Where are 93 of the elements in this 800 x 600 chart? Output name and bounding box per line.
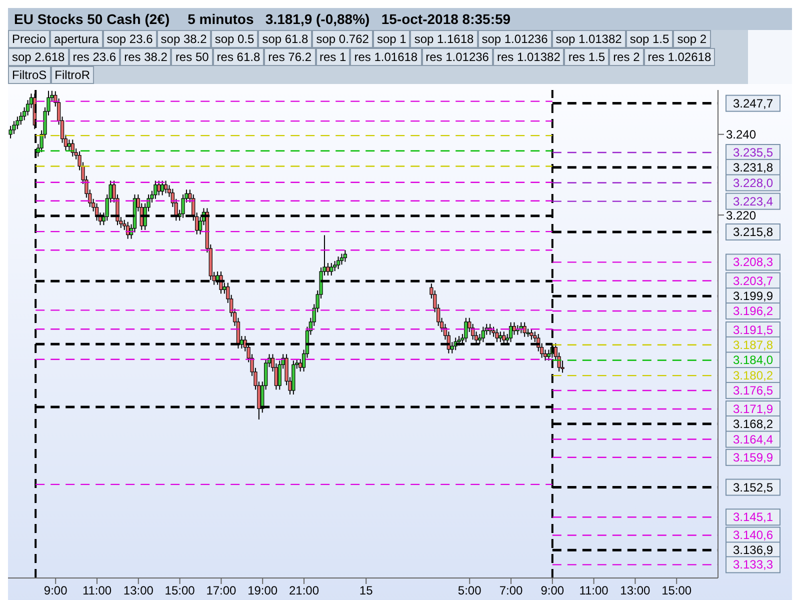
x-tick-label: 5:00 — [458, 584, 482, 598]
ref-line-label: 3.231,8 — [732, 160, 774, 174]
text: res 2 — [609, 48, 644, 66]
x-tick-label: 13:00 — [620, 584, 651, 598]
candlestick — [508, 322, 513, 343]
ref-line-label: 3.199,9 — [732, 289, 774, 304]
ref-line-label: 3.235,5 — [732, 146, 774, 160]
x-tick-label: 9:00 — [44, 584, 68, 598]
text: sop 2.618 — [8, 48, 69, 66]
text: res 38.2 — [120, 48, 172, 66]
text: sop 23.6 — [102, 30, 157, 48]
ref-line-label: 3.176,5 — [732, 383, 774, 398]
x-tick-label: 19:00 — [248, 584, 278, 598]
text: sop 38.2 — [156, 30, 211, 48]
y-tick-label: 3.240 — [726, 128, 756, 142]
x-tick-label: 7:00 — [499, 584, 524, 598]
ref-line-label: 3.168,2 — [732, 416, 774, 431]
x-tick-label: 15:00 — [164, 584, 196, 598]
text: FiltroR — [50, 66, 94, 84]
candlestick — [333, 260, 337, 272]
chart-title: EU Stocks 50 Cash (2€) — [14, 11, 170, 27]
text: sop 1.5 — [626, 30, 674, 48]
candlestick — [154, 180, 158, 200]
text: res 76.2 — [264, 48, 316, 66]
ref-line-label: 3.145,1 — [732, 510, 774, 524]
x-tick-label: 11:00 — [82, 584, 112, 598]
text: sop 0.5 — [210, 30, 258, 48]
text: res 61.8 — [212, 48, 264, 66]
text: res 1.01236 — [422, 48, 493, 66]
ref-line-label: 3.228,0 — [732, 176, 774, 190]
candlestick — [181, 194, 185, 218]
candlestick — [340, 253, 344, 266]
x-tick-label: 9:00 — [540, 584, 564, 598]
ref-line-label: 3.171,9 — [732, 402, 774, 416]
text: Precio — [8, 30, 50, 48]
ref-line-label: 3.208,3 — [732, 255, 774, 270]
text: res 1.01618 — [350, 48, 422, 66]
ref-line-label: 3.164,4 — [732, 432, 774, 446]
text: res 1.02618 — [644, 48, 716, 66]
text: res 1 — [316, 48, 350, 66]
x-tick-label: 13:00 — [123, 584, 154, 598]
text: sop 1.1618 — [410, 30, 478, 48]
ref-line-label: 3.140,6 — [732, 528, 774, 542]
ref-line-label: 3.187,8 — [732, 338, 774, 352]
chart-subtitle: 5 minutos 3.181,9 (-0,88%) 15-oct-2018 8:35:59 — [188, 11, 511, 27]
candlestick — [481, 326, 485, 343]
ref-line-label: 3.203,7 — [732, 274, 774, 288]
ref-line-label: 3.133,3 — [732, 558, 774, 572]
text: sop 0.762 — [312, 30, 373, 48]
candlestick — [67, 139, 71, 151]
text: sop 2 — [673, 30, 711, 48]
ref-line-label: 3.196,2 — [732, 304, 774, 318]
ref-line-label: 3.223,4 — [732, 194, 774, 208]
candlestick — [160, 180, 164, 196]
candlestick — [530, 328, 534, 340]
x-tick-label: 15 — [359, 584, 374, 598]
candlestick — [512, 322, 516, 336]
text: FiltroS — [8, 66, 51, 84]
ref-line-label: 3.215,8 — [732, 224, 774, 239]
ref-line-label: 3.180,2 — [732, 368, 774, 383]
candlestick — [546, 349, 551, 362]
text: res 1.01382 — [492, 48, 564, 66]
candlestick — [326, 262, 330, 276]
candlestick — [336, 256, 340, 270]
candlestick — [164, 180, 168, 194]
x-tick-label: 11:00 — [579, 584, 609, 598]
candlestick — [8, 125, 12, 139]
candlestick — [12, 120, 16, 134]
ref-line-label: 3.247,7 — [732, 96, 774, 110]
text: sop 1 — [372, 30, 410, 48]
x-tick-label: 17:00 — [206, 584, 237, 598]
text: res 50 — [171, 48, 213, 66]
text: sop 1.01382 — [552, 30, 626, 48]
ref-line-label: 3.191,5 — [732, 322, 774, 337]
candlestick — [19, 112, 23, 126]
candlestick — [495, 328, 499, 343]
text: sop 1.01236 — [478, 30, 552, 48]
y-tick-label: 3.220 — [726, 208, 756, 222]
x-tick-label: 15:00 — [662, 584, 692, 598]
ref-line-label: 3.152,5 — [732, 480, 774, 494]
candlestick — [157, 180, 161, 196]
candlestick — [16, 116, 20, 130]
candlestick — [343, 250, 347, 262]
ref-line-label: 3.136,9 — [732, 543, 774, 558]
ref-line-label: 3.159,9 — [732, 450, 774, 464]
text: res 23.6 — [68, 48, 120, 66]
text: res 1.5 — [564, 48, 610, 66]
x-tick-label: 21:00 — [288, 584, 320, 598]
ref-line-label: 3.184,0 — [732, 353, 774, 368]
text: apertura — [50, 30, 103, 48]
text: sop 61.8 — [258, 30, 312, 48]
candlestick — [464, 317, 468, 343]
candlestick — [330, 262, 334, 276]
